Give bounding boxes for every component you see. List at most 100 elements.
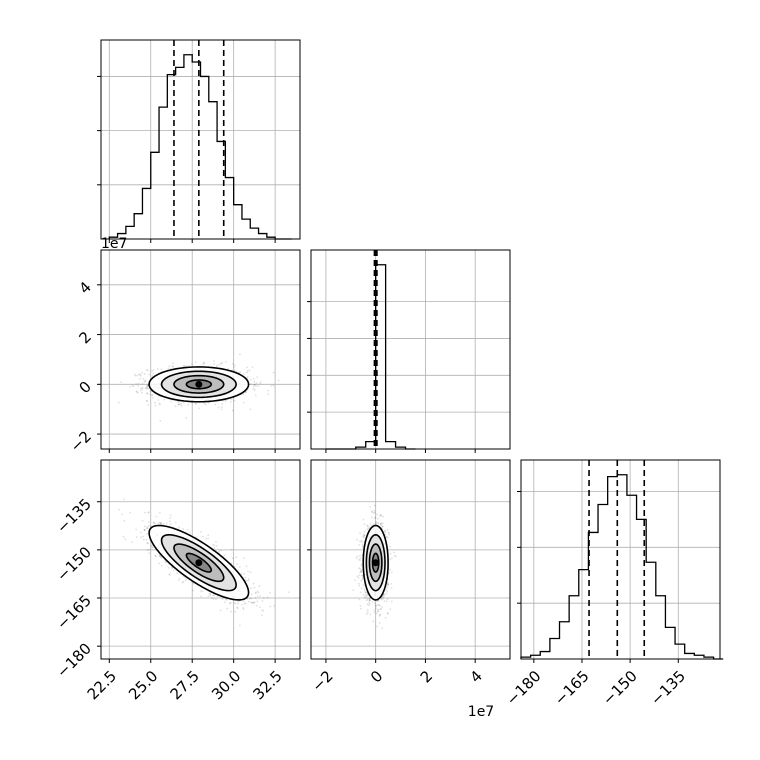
- sample-point: [257, 591, 260, 594]
- sample-point: [244, 602, 247, 605]
- sample-point: [210, 597, 213, 599]
- y-tick-label-p1: 0: [76, 378, 95, 397]
- sample-point: [218, 550, 220, 553]
- sample-point: [201, 590, 204, 593]
- sample-point: [249, 587, 252, 590]
- sample-point: [143, 380, 146, 383]
- sample-point: [363, 534, 366, 537]
- sample-point: [362, 535, 364, 538]
- axes-frame: [100, 459, 301, 660]
- sample-point: [182, 402, 185, 404]
- sample-point: [368, 526, 370, 528]
- sample-point: [213, 594, 216, 596]
- sample-point: [255, 604, 258, 607]
- sample-point: [188, 531, 191, 534]
- sample-point: [177, 403, 180, 406]
- sample-point: [168, 573, 171, 576]
- sample-point: [145, 527, 148, 529]
- sample-point: [230, 398, 233, 401]
- sample-point: [169, 514, 172, 517]
- sample-point: [135, 528, 137, 531]
- sample-point: [204, 403, 207, 406]
- sample-point: [371, 511, 373, 514]
- sample-point: [254, 394, 257, 397]
- sample-point: [171, 365, 174, 367]
- sample-point: [272, 371, 275, 374]
- sample-point: [358, 598, 361, 601]
- sample-point: [261, 614, 263, 617]
- sample-point: [168, 520, 171, 523]
- sample-point: [226, 367, 229, 370]
- sample-point: [180, 404, 183, 407]
- sample-point: [220, 406, 223, 409]
- sample-point: [256, 595, 259, 597]
- axes-frame: [310, 459, 511, 660]
- sample-point: [376, 517, 379, 520]
- sample-point: [135, 383, 138, 385]
- sample-point: [129, 511, 132, 514]
- sample-point: [362, 593, 365, 596]
- sample-point: [179, 403, 182, 406]
- sample-point: [137, 382, 140, 385]
- sample-point: [200, 595, 202, 598]
- sample-point: [373, 609, 376, 612]
- histogram-step-p1: [325, 264, 416, 450]
- sample-point: [160, 564, 163, 567]
- density-peak: [195, 380, 203, 388]
- sample-point: [225, 598, 228, 601]
- sample-point: [177, 401, 180, 404]
- sample-point: [146, 385, 149, 388]
- sample-point: [373, 517, 376, 519]
- sample-point: [249, 571, 252, 574]
- sample-point: [361, 545, 364, 547]
- sample-point: [364, 597, 366, 599]
- sample-point: [365, 613, 368, 616]
- sample-point: [382, 595, 385, 598]
- sample-point: [379, 515, 381, 517]
- sample-point: [386, 535, 388, 538]
- sample-point: [178, 526, 180, 529]
- sample-point: [387, 583, 390, 586]
- sample-point: [132, 385, 135, 388]
- sample-point: [360, 587, 363, 589]
- sample-point: [389, 545, 391, 548]
- sample-point: [358, 584, 361, 587]
- sample-point: [152, 521, 155, 524]
- sample-point: [375, 604, 377, 607]
- sample-point: [358, 574, 361, 577]
- sample-point: [379, 522, 382, 525]
- sample-point: [358, 567, 361, 570]
- sample-point: [383, 594, 385, 596]
- sample-point: [370, 510, 373, 513]
- sample-point: [152, 372, 155, 375]
- axes-frame: [310, 249, 511, 450]
- sample-point: [154, 404, 157, 407]
- contour-line-3: [185, 379, 213, 390]
- sample-point: [247, 570, 249, 573]
- contour-line-1: [365, 533, 386, 592]
- sample-point: [141, 371, 143, 374]
- sample-point: [269, 605, 272, 608]
- sample-point: [365, 599, 368, 602]
- marginal-panel-p0: [97, 39, 301, 240]
- sample-point: [383, 530, 386, 532]
- sample-point: [366, 598, 369, 601]
- sample-point: [247, 600, 250, 603]
- y-tick-label-p2: −180: [53, 639, 95, 681]
- x-tick-label-p0: 25.0: [125, 667, 161, 703]
- sample-point: [360, 564, 363, 567]
- sample-point: [386, 528, 389, 531]
- sample-point: [229, 602, 231, 605]
- sample-point: [258, 585, 261, 587]
- sample-point: [145, 387, 148, 389]
- sample-point: [207, 534, 210, 536]
- sample-point: [223, 601, 226, 604]
- sample-point: [366, 528, 369, 531]
- sample-point: [242, 393, 245, 395]
- sample-point: [356, 538, 359, 541]
- sample-point: [140, 536, 142, 539]
- sample-point: [360, 579, 363, 582]
- sample-point: [188, 365, 190, 367]
- joint-plot-area: [352, 504, 397, 630]
- sample-point: [378, 615, 381, 617]
